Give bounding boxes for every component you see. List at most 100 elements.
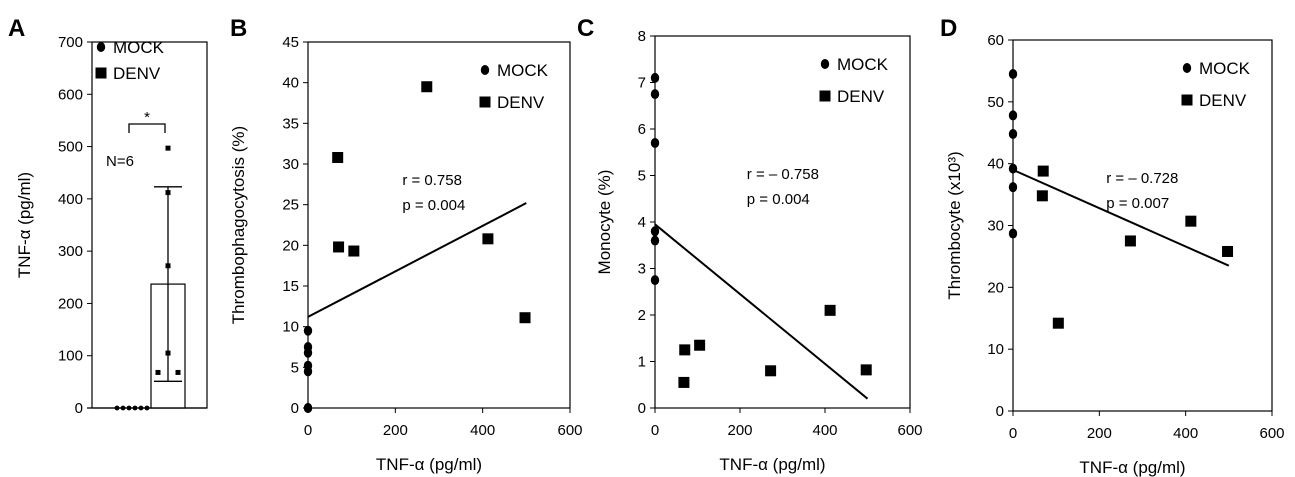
data-point-denv (1185, 215, 1197, 227)
x-tick-label: 600 (897, 422, 922, 439)
n-label: N=6 (106, 153, 134, 170)
x-axis-title: TNF-α (pg/ml) (1079, 458, 1185, 477)
plot-frame (307, 41, 571, 409)
legend-marker-mock (480, 65, 490, 75)
plot-frame (654, 35, 911, 409)
y-tick-label: 35 (282, 115, 299, 132)
data-point-denv (824, 304, 836, 316)
legend-label: DENV (113, 64, 161, 83)
data-point-denv (332, 151, 344, 163)
y-tick-label: 1 (638, 354, 646, 371)
data-point-denv (348, 245, 360, 257)
y-tick-label: 3 (638, 261, 646, 278)
panel-c: C 0 1 2 3 4 5 6 7 8 Monocyte (%) 0 200 400 600 TNF-α (p… (577, 15, 923, 474)
data-point-denv (519, 312, 531, 324)
trendline (654, 223, 869, 400)
x-tick-label: 600 (557, 422, 582, 439)
data-point-mock (1008, 228, 1018, 239)
x-tick-label: 200 (1087, 425, 1112, 442)
stat-p: p = 0.004 (747, 191, 810, 208)
y-tick-label: 50 (987, 94, 1004, 111)
data-point-denv (165, 350, 171, 356)
x-axis-title: TNF-α (pg/ml) (376, 455, 482, 474)
y-tick-label: 0 (75, 400, 83, 417)
legend-marker-denv (819, 90, 831, 102)
data-point-denv (1222, 245, 1234, 257)
data-point-denv (165, 190, 171, 196)
data-point-mock (1008, 128, 1018, 139)
data-point-denv (155, 369, 161, 375)
significance-star: * (144, 109, 150, 126)
plot-frame (1012, 39, 1273, 412)
legend-label: MOCK (497, 61, 549, 80)
x-tick-label: 600 (1259, 425, 1284, 442)
y-tick-label: 2 (638, 307, 646, 324)
y-tick-label: 45 (282, 34, 299, 51)
data-point-mock (303, 403, 313, 413)
y-axis-title: Thrombocyte (x10³) (945, 151, 964, 299)
x-tick-label: 400 (812, 422, 837, 439)
legend-label: MOCK (1199, 59, 1251, 78)
legend-label: DENV (1199, 91, 1247, 110)
panel-b: B 0 5 10 15 20 25 30 35 40 45 Thrombophagocytosis (… (229, 15, 583, 474)
y-tick-label: 700 (58, 34, 83, 51)
panel-a: A 0 100 200 300 400 500 600 700 TNF-α (pg/ml) MOCK… (8, 15, 208, 417)
y-tick-label: 40 (987, 156, 1004, 173)
y-tick-label: 0 (291, 400, 299, 417)
x-tick-label: 0 (651, 422, 659, 439)
y-axis-title: TNF-α (pg/ml) (15, 172, 34, 278)
legend-marker-denv (479, 96, 491, 108)
data-point-mock (303, 366, 313, 377)
legend-label: DENV (497, 93, 545, 112)
data-point-mock (303, 325, 313, 336)
y-axis-title: Thrombophagocytosis (%) (229, 126, 248, 324)
y-tick-label: 30 (282, 156, 299, 173)
data-point-denv (765, 365, 777, 377)
data-point-mock (650, 89, 660, 100)
panel-letter: D (940, 15, 957, 42)
y-tick-label: 0 (638, 400, 646, 417)
y-tick-label: 20 (987, 279, 1004, 296)
x-tick-label: 400 (1173, 425, 1198, 442)
data-point-mock (650, 235, 660, 246)
data-point-denv (165, 263, 171, 269)
y-tick-label: 30 (987, 218, 1004, 235)
stat-r: r = – 0.728 (1106, 170, 1178, 187)
legend: MOCK DENV (819, 55, 889, 106)
data-point-denv (165, 145, 171, 151)
y-tick-label: 20 (282, 237, 299, 254)
legend: MOCK DENV (1181, 59, 1251, 110)
y-tick-label: 40 (282, 75, 299, 92)
data-point-denv (482, 233, 494, 245)
stat-p: p = 0.007 (1106, 195, 1169, 212)
data-point-mock (650, 72, 660, 83)
y-tick-label: 4 (638, 214, 646, 231)
y-tick-label: 0 (996, 403, 1004, 420)
y-tick-label: 15 (282, 278, 299, 295)
stat-r: r = – 0.758 (747, 166, 819, 183)
x-tick-label: 0 (304, 422, 312, 439)
data-point-denv (421, 81, 433, 93)
data-point-denv (678, 376, 690, 388)
data-point-denv (694, 339, 706, 351)
legend-marker-mock (820, 59, 830, 69)
legend: MOCK DENV (95, 38, 165, 83)
legend-label: DENV (837, 87, 885, 106)
x-tick-label: 200 (727, 422, 752, 439)
y-tick-label: 200 (58, 295, 83, 312)
data-point-mock (303, 347, 313, 358)
data-point-denv (175, 369, 181, 375)
legend-marker-denv (1181, 94, 1193, 106)
data-point-denv (860, 364, 872, 376)
data-point-denv (333, 241, 345, 253)
legend-label: MOCK (113, 38, 165, 57)
x-tick-label: 400 (470, 422, 495, 439)
y-tick-label: 7 (638, 75, 646, 92)
data-point-denv (1037, 165, 1049, 177)
x-axis-title: TNF-α (pg/ml) (719, 455, 825, 474)
data-point-mock (1008, 69, 1018, 80)
y-tick-label: 60 (987, 32, 1004, 49)
data-point-mock (650, 226, 660, 237)
stat-r: r = 0.758 (402, 172, 462, 189)
